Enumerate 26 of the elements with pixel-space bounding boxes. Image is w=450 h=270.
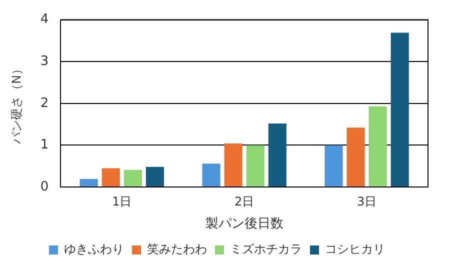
legend-label: 笑みたわわ bbox=[147, 242, 207, 256]
legend-label: ゆきふわり bbox=[64, 242, 124, 256]
bar bbox=[268, 123, 286, 186]
bar bbox=[102, 168, 120, 186]
y-axis-title: パン硬さ（N） bbox=[9, 62, 24, 145]
x-axis-title: 製パン後日数 bbox=[205, 216, 284, 232]
bar bbox=[368, 106, 387, 186]
bar bbox=[346, 128, 365, 186]
bar bbox=[202, 164, 220, 186]
x-tick-label: 1日 bbox=[112, 194, 132, 208]
bar bbox=[390, 32, 409, 186]
bar bbox=[224, 144, 242, 186]
bar bbox=[324, 145, 343, 186]
y-tick-label: 2 bbox=[40, 96, 49, 111]
y-tick-label: 1 bbox=[40, 138, 49, 153]
legend-label: ミズホチカラ bbox=[230, 242, 302, 256]
x-tick-label: 2日 bbox=[234, 194, 254, 208]
legend-label: コシヒカリ bbox=[325, 242, 385, 256]
y-tick-label: 3 bbox=[40, 54, 49, 69]
y-tick-label: 0 bbox=[40, 179, 49, 194]
y-tick-label: 4 bbox=[40, 12, 49, 28]
bar bbox=[146, 166, 164, 186]
bar bbox=[124, 170, 142, 186]
bar bbox=[246, 145, 264, 186]
bar bbox=[80, 179, 98, 186]
x-tick-label: 3日 bbox=[356, 194, 377, 208]
